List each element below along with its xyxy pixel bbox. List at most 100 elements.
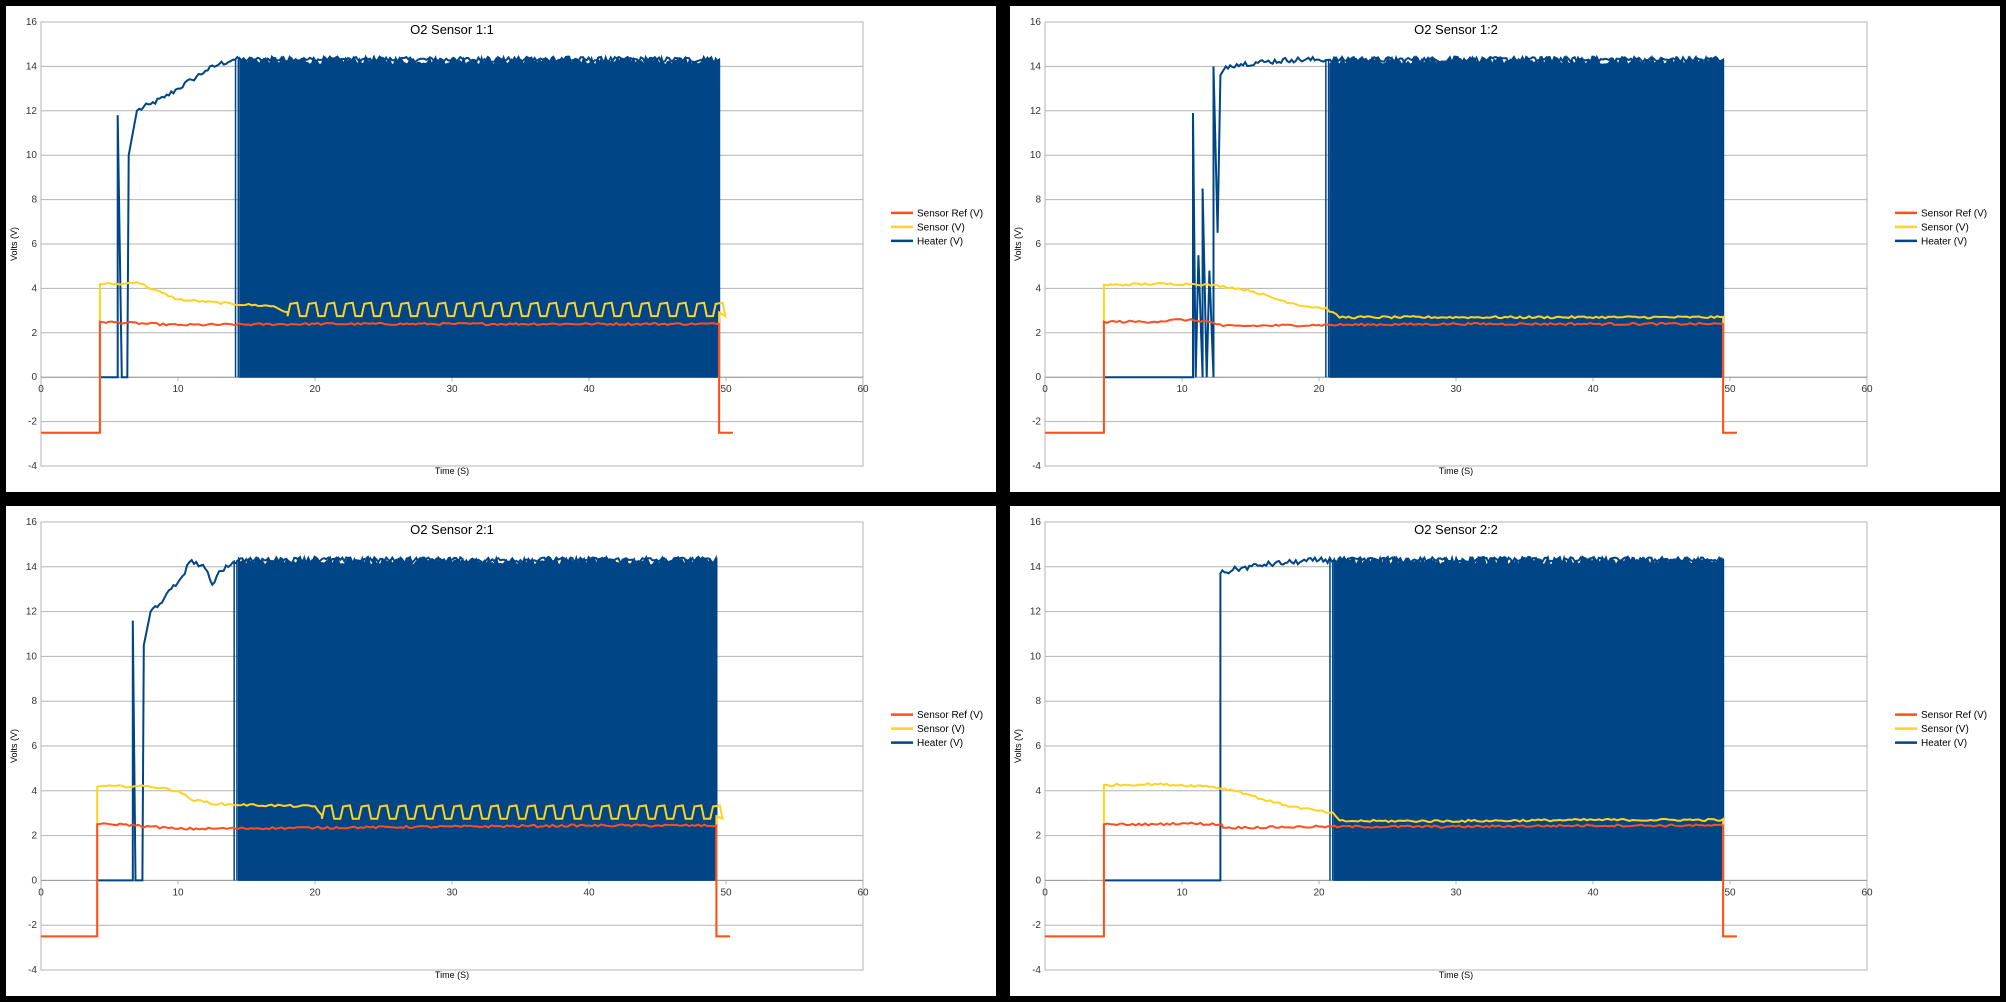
x-tick-label: 0 — [38, 887, 44, 898]
y-tick-label: 2 — [1035, 328, 1041, 339]
series-heater — [97, 554, 718, 882]
x-tick-label: 40 — [583, 384, 595, 395]
legend-label: Sensor Ref (V) — [1921, 208, 1987, 219]
y-tick-label: 6 — [31, 741, 37, 752]
y-tick-label: 8 — [31, 195, 37, 206]
x-tick-label: 40 — [1587, 887, 1599, 898]
y-tick-label: 4 — [31, 786, 37, 797]
x-tick-label: 50 — [720, 384, 732, 395]
legend: Sensor Ref (V) Sensor (V) Heater (V) — [1895, 208, 1987, 247]
y-tick-label: 12 — [1030, 607, 1042, 618]
y-tick-label: -2 — [28, 417, 37, 428]
legend: Sensor Ref (V) Sensor (V) Heater (V) — [891, 208, 983, 247]
series-sensor-ref — [41, 320, 733, 434]
y-tick-label: 12 — [26, 607, 38, 618]
series-heater — [1103, 554, 1725, 882]
x-tick-label: 0 — [1042, 887, 1048, 898]
y-tick-label: 16 — [1030, 517, 1042, 528]
series-sensor — [41, 784, 731, 938]
chart-svg: -4 -2 0 2 4 6 8 10 12 14 16 0 10 20 30 40 50 60 O2 Sensor … — [1013, 517, 1987, 980]
legend-label: Heater (V) — [917, 236, 963, 247]
sensor-line — [1045, 282, 1737, 434]
series-sensor-ref — [1045, 318, 1737, 434]
y-tick-label: 4 — [1035, 786, 1041, 797]
y-tick-label: 8 — [1035, 195, 1041, 206]
sensor-line — [41, 784, 731, 938]
x-tick-label: 50 — [720, 887, 732, 898]
y-tick-label: 0 — [31, 875, 37, 886]
x-tick-label: 20 — [1313, 887, 1325, 898]
legend-label: Sensor Ref (V) — [1921, 710, 1987, 721]
legend-label: Sensor (V) — [1921, 724, 1969, 735]
x-axis-label: Time (S) — [1439, 970, 1473, 980]
chart-panel-2-1: -4 -2 0 2 4 6 8 10 12 14 16 0 10 20 30 40 50 60 O2 Sensor … — [6, 506, 996, 996]
chart-title: O2 Sensor 1:2 — [1414, 22, 1498, 37]
y-tick-label: 0 — [1035, 875, 1041, 886]
x-axis-label: Time (S) — [435, 466, 469, 476]
x-axis-label: Time (S) — [435, 970, 469, 980]
x-tick-label: 20 — [309, 887, 321, 898]
legend: Sensor Ref (V) Sensor (V) Heater (V) — [891, 710, 983, 749]
y-tick-label: 6 — [1035, 239, 1041, 250]
y-tick-label: 2 — [31, 831, 37, 842]
x-tick-label: 30 — [1450, 384, 1462, 395]
y-axis-label: Volts (V) — [1013, 729, 1023, 763]
x-tick-label: 10 — [172, 887, 184, 898]
series-sensor-ref — [1045, 821, 1737, 938]
legend-label: Sensor Ref (V) — [917, 208, 983, 219]
chart-panel-2-2: -4 -2 0 2 4 6 8 10 12 14 16 0 10 20 30 40 50 60 O2 Sensor … — [1010, 506, 2000, 996]
x-tick-label: 30 — [446, 384, 458, 395]
series-heater — [99, 54, 721, 379]
y-tick-label: 6 — [1035, 741, 1041, 752]
y-tick-label: -4 — [28, 965, 37, 976]
x-tick-label: 10 — [1176, 887, 1188, 898]
y-tick-label: 10 — [1030, 651, 1042, 662]
legend-label: Sensor Ref (V) — [917, 710, 983, 721]
chart-svg: -4 -2 0 2 4 6 8 10 12 14 16 0 10 20 30 40 50 60 O2 Sensor … — [1013, 17, 1987, 476]
x-tick-label: 20 — [309, 384, 321, 395]
series-sensor — [1045, 282, 1737, 434]
x-axis-label: Time (S) — [1439, 466, 1473, 476]
y-tick-label: -4 — [28, 461, 37, 472]
x-tick-label: 60 — [1861, 384, 1873, 395]
y-tick-label: 16 — [26, 17, 38, 28]
heater-pwm-band — [237, 554, 717, 881]
x-tick-label: 40 — [1587, 384, 1599, 395]
heater-pwm-band — [239, 54, 720, 378]
sensor-ref-line — [1045, 318, 1737, 434]
x-tick-label: 0 — [38, 384, 44, 395]
y-axis-label: Volts (V) — [9, 227, 19, 261]
y-tick-label: 14 — [26, 61, 38, 72]
legend-label: Heater (V) — [1921, 738, 1967, 749]
sensor-line — [41, 281, 733, 434]
y-tick-label: 10 — [26, 651, 38, 662]
chart-svg: -4 -2 0 2 4 6 8 10 12 14 16 0 10 20 30 40 50 60 O2 Sensor … — [9, 17, 983, 476]
x-tick-label: 50 — [1724, 384, 1736, 395]
sensor-line — [1045, 782, 1737, 938]
y-tick-label: 0 — [1035, 372, 1041, 383]
legend-label: Heater (V) — [1921, 236, 1967, 247]
sensor-ref-line — [41, 320, 733, 434]
series-sensor-ref — [41, 822, 731, 938]
y-tick-label: 2 — [31, 328, 37, 339]
y-tick-label: -2 — [1032, 417, 1041, 428]
series-sensor — [41, 281, 733, 434]
y-tick-label: -2 — [28, 920, 37, 931]
x-tick-label: 30 — [1450, 887, 1462, 898]
x-tick-label: 60 — [857, 887, 869, 898]
y-axis-label: Volts (V) — [9, 729, 19, 763]
x-tick-label: 10 — [172, 384, 184, 395]
y-tick-label: 16 — [1030, 17, 1042, 28]
sensor-ref-line — [41, 822, 731, 938]
y-tick-label: 2 — [1035, 831, 1041, 842]
chart-svg: -4 -2 0 2 4 6 8 10 12 14 16 0 10 20 30 40 50 60 O2 Sensor … — [9, 517, 983, 980]
legend-label: Sensor (V) — [917, 724, 965, 735]
y-tick-label: 4 — [1035, 283, 1041, 294]
y-axis-label: Volts (V) — [1013, 227, 1023, 261]
y-tick-label: 12 — [1030, 106, 1042, 117]
legend-label: Sensor (V) — [1921, 222, 1969, 233]
legend: Sensor Ref (V) Sensor (V) Heater (V) — [1895, 710, 1987, 749]
chart-title: O2 Sensor 2:2 — [1414, 522, 1498, 537]
y-tick-label: 14 — [1030, 562, 1042, 573]
y-tick-label: 8 — [1035, 696, 1041, 707]
